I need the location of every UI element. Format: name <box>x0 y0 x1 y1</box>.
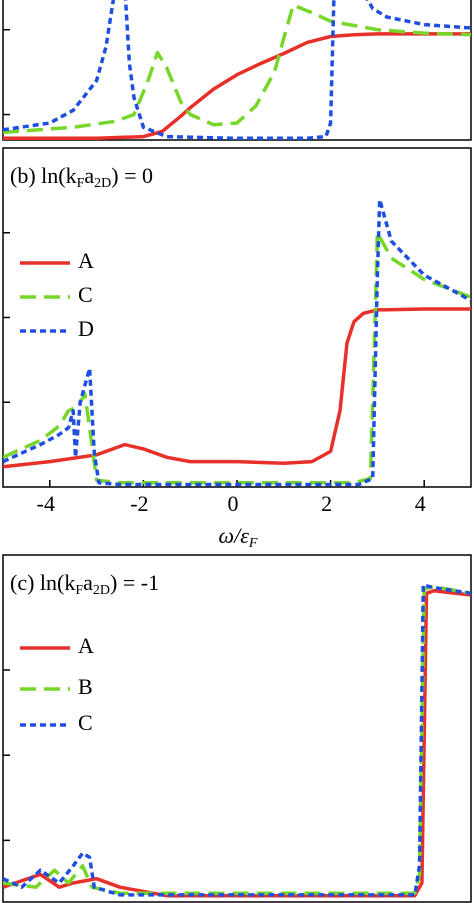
series-line <box>3 3 471 135</box>
panel-title-part: (b) ln(k <box>10 163 77 188</box>
frame <box>2 147 472 488</box>
x-axis-label-part: F <box>248 536 258 551</box>
legend-label: D <box>78 316 94 341</box>
x-tick-label: -2 <box>130 491 148 516</box>
legend-label: C <box>78 710 93 735</box>
x-axis-label-part: ω/ε <box>219 523 250 548</box>
panel: ABC (c) ln(kFa2D) = -1 <box>2 554 472 903</box>
panel-title-part: ) = -1 <box>110 570 159 595</box>
frame <box>2 554 472 903</box>
legend-label: B <box>78 674 93 699</box>
series-group <box>3 0 471 140</box>
series-line <box>3 583 471 897</box>
series-group <box>3 197 471 487</box>
series-line <box>3 197 471 487</box>
series-line <box>3 32 471 140</box>
series-line <box>3 0 471 140</box>
panel-title-part: 2D <box>94 176 111 191</box>
panel-title-part: a <box>84 163 94 188</box>
legend-label: A <box>78 248 94 273</box>
x-axis-label: ω/εF <box>219 523 258 551</box>
x-tick-label: -4 <box>37 491 55 516</box>
panel-title-part: ) = 0 <box>111 163 153 188</box>
x-tick-label: 0 <box>228 491 239 516</box>
series-line <box>3 307 471 469</box>
panel-title-part: a <box>83 570 93 595</box>
panel <box>2 0 472 141</box>
series-line <box>3 231 471 485</box>
legend-label: C <box>78 282 93 307</box>
legend-label: A <box>78 633 94 658</box>
x-tick-label: 4 <box>415 491 426 516</box>
frame <box>2 0 472 141</box>
panel-title-part: F <box>77 176 85 191</box>
series-line <box>3 589 471 898</box>
panel-title-part: 2D <box>93 583 110 598</box>
panel-title: (b) ln(kFa2D) = 0 <box>10 163 153 191</box>
panel-title: (c) ln(kFa2D) = -1 <box>10 570 159 598</box>
panel-title-part: (c) ln(k <box>10 570 75 595</box>
series-group <box>3 583 471 898</box>
panel-title-part: F <box>75 583 83 598</box>
series-line <box>3 584 471 895</box>
x-tick-label: 2 <box>321 491 332 516</box>
